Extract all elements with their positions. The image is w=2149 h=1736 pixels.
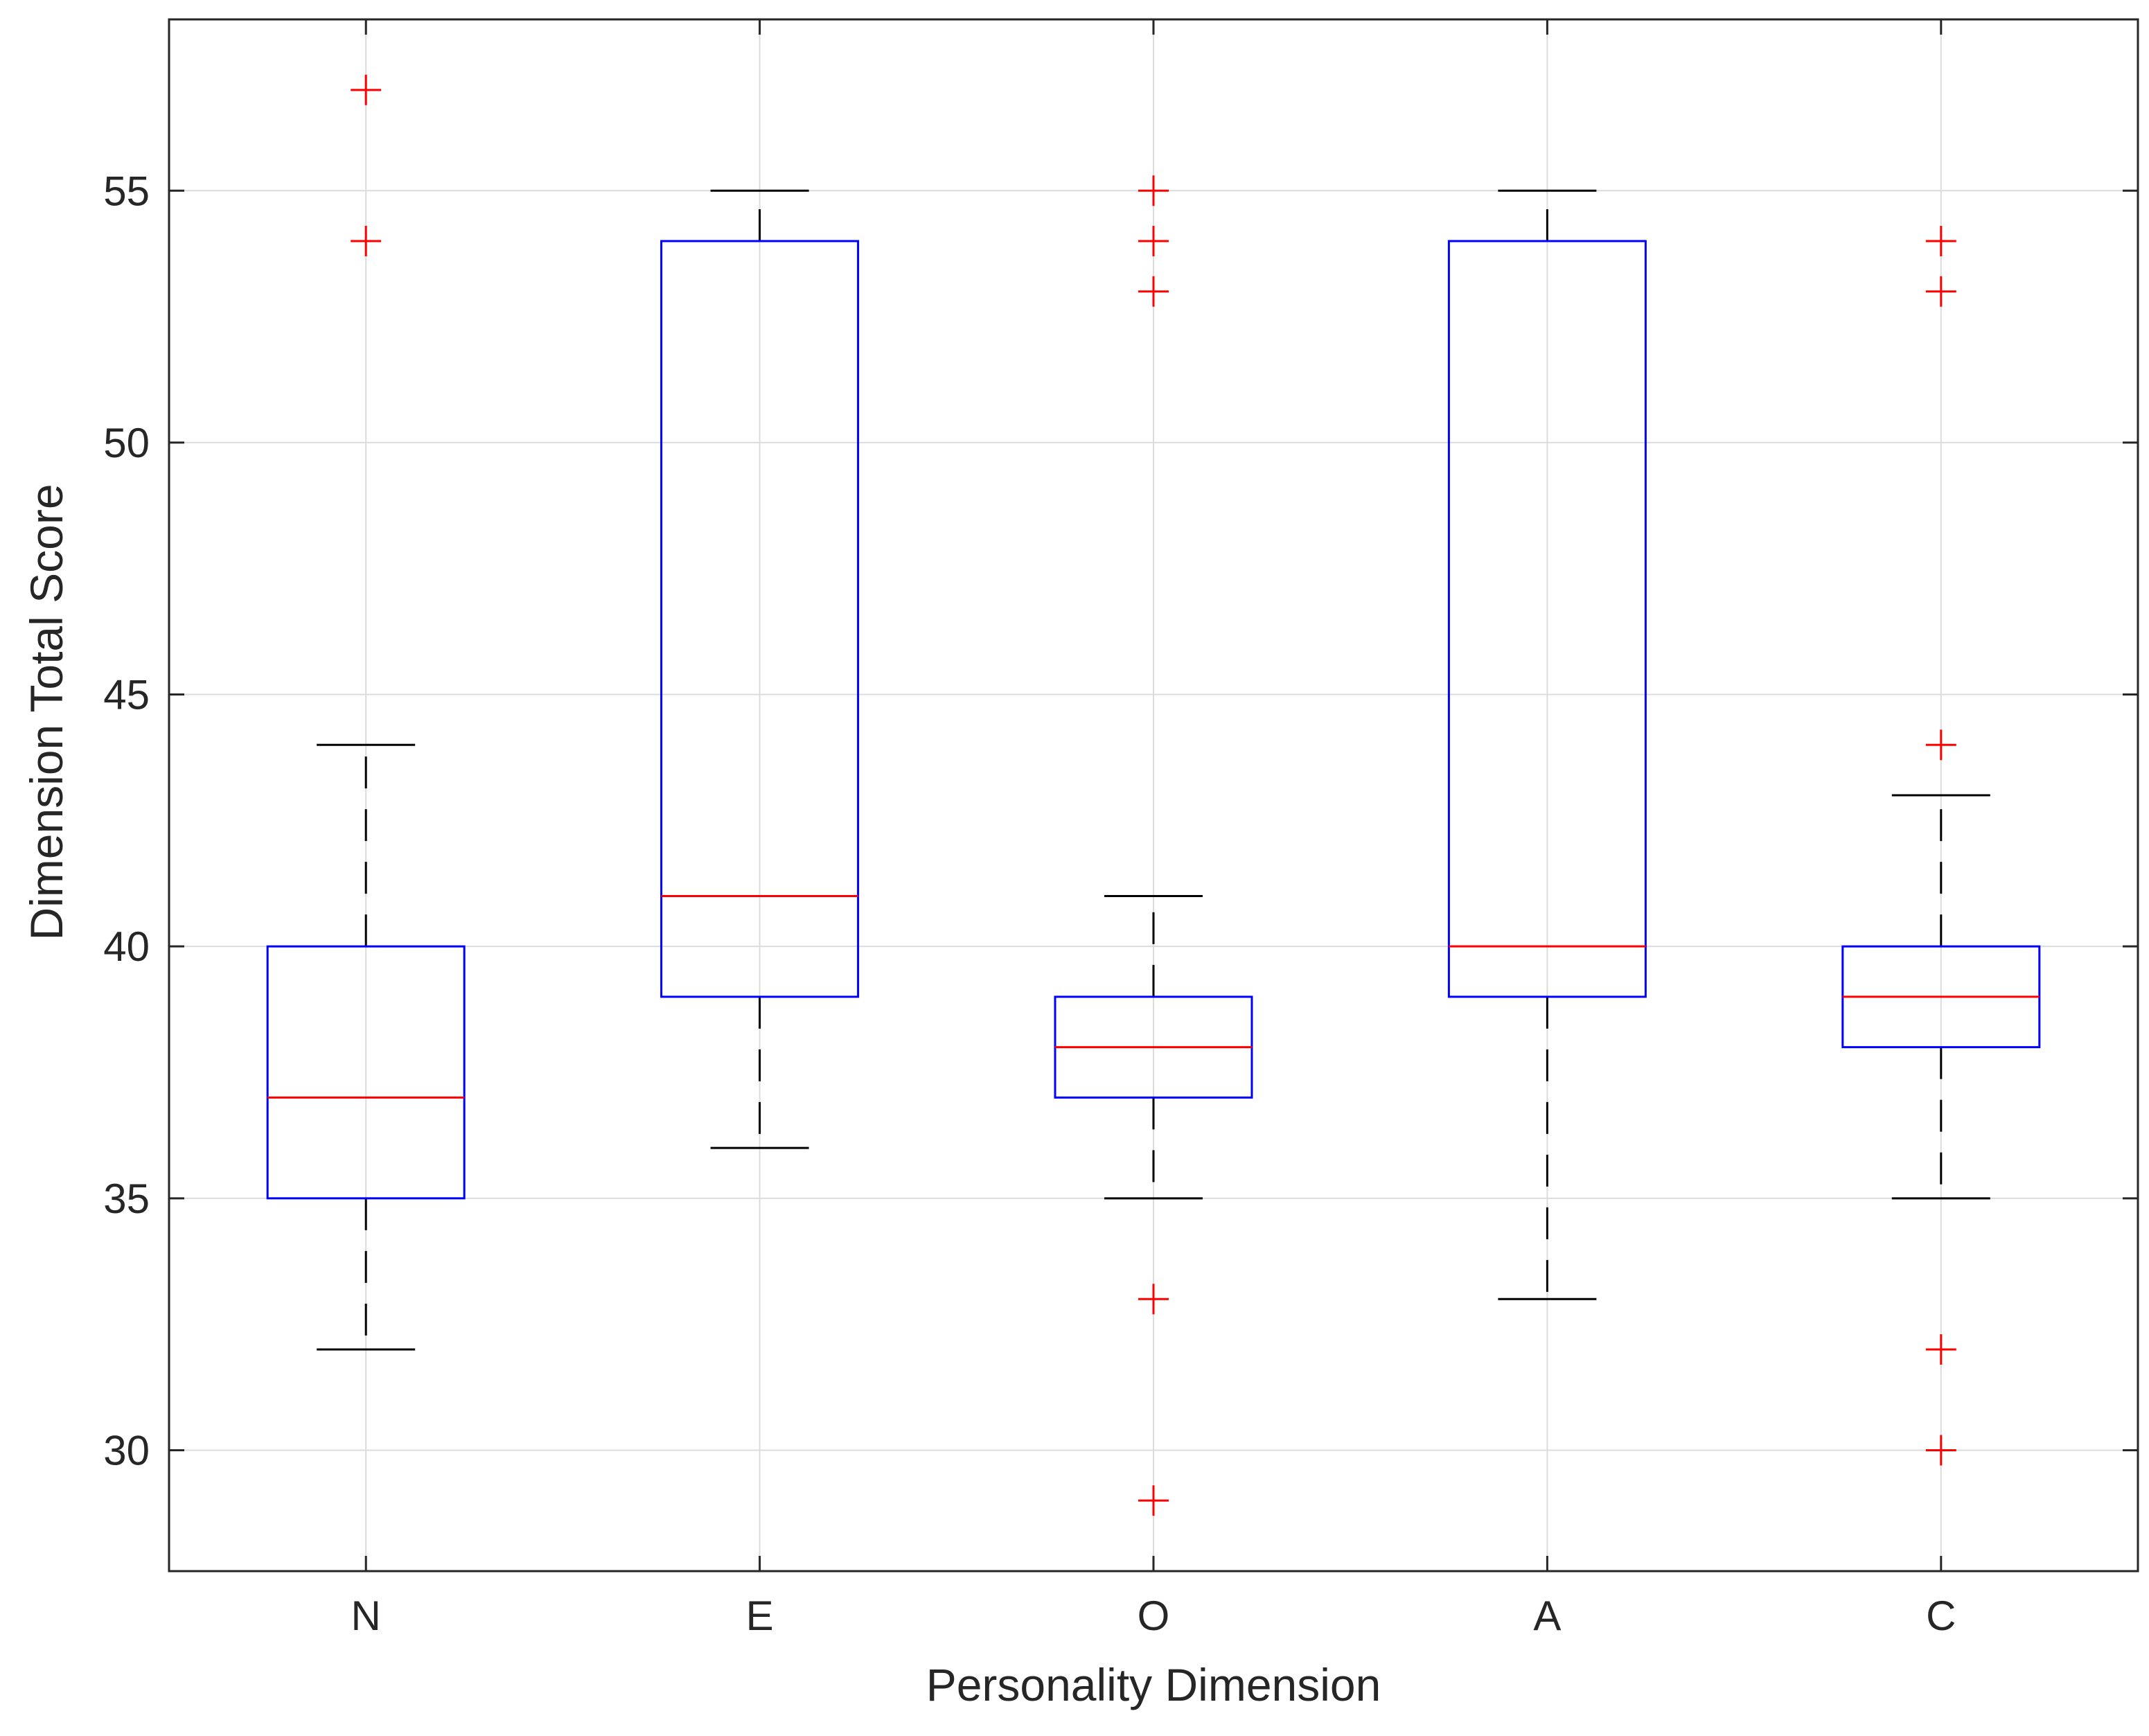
outlier-marker (351, 226, 382, 256)
x-tick-label: A (1533, 1593, 1561, 1639)
x-tick-label: N (351, 1593, 381, 1639)
box-O (1054, 175, 1253, 1516)
tick-layer: 30 35 40 45 50 55 N E O A C (103, 19, 2138, 1639)
box-C (1841, 226, 2041, 1466)
x-tick-label: C (1926, 1593, 1956, 1639)
iqr-box (266, 945, 466, 1200)
outlier-marker (1138, 1485, 1169, 1516)
y-tick-label: 30 (103, 1427, 150, 1473)
box-E (660, 189, 860, 1149)
boxes-layer (266, 74, 2041, 1516)
outlier-marker (1138, 1284, 1169, 1315)
outlier-marker (1138, 175, 1169, 206)
iqr-box (660, 240, 860, 998)
outlier-marker (1138, 276, 1169, 307)
y-tick-label: 50 (103, 420, 150, 466)
y-tick-label: 35 (103, 1176, 150, 1222)
x-tick-label: E (746, 1593, 774, 1639)
x-tick-label: O (1138, 1593, 1170, 1639)
y-axis-title: Dimension Total Score (21, 484, 72, 940)
box-N (266, 74, 466, 1351)
y-tick-label: 40 (103, 923, 150, 970)
outlier-marker (1138, 226, 1169, 256)
outlier-marker (1925, 729, 1956, 761)
box-A (1447, 189, 1647, 1300)
x-axis-title: Personality Dimension (926, 1659, 1381, 1710)
outlier-marker (1925, 226, 1956, 256)
outlier-marker (1925, 276, 1956, 307)
iqr-box (1447, 240, 1647, 998)
y-tick-label: 45 (103, 672, 150, 718)
outlier-marker (1925, 1334, 1956, 1365)
outlier-marker (1925, 1435, 1956, 1466)
y-tick-label: 55 (103, 168, 150, 214)
outlier-marker (351, 74, 382, 105)
